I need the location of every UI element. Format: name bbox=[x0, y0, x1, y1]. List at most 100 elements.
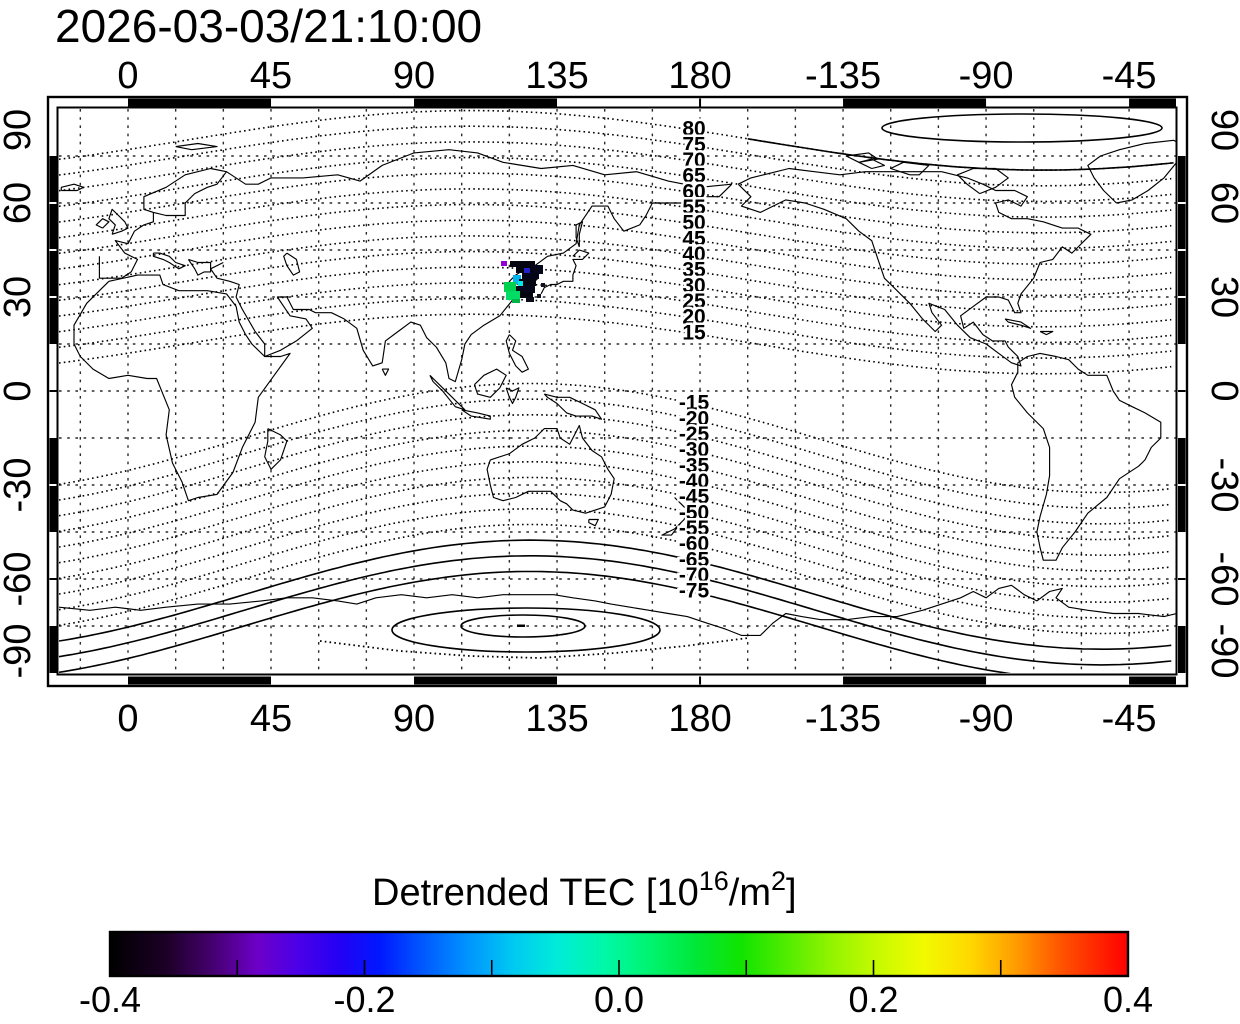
tec-cell bbox=[541, 283, 545, 287]
contour-n45 bbox=[59, 219, 1172, 281]
lon-tick-label-top: -90 bbox=[959, 55, 1014, 97]
colorbar-tick-label: -0.2 bbox=[333, 979, 395, 1020]
coastline bbox=[60, 183, 85, 192]
contour-label: -15 bbox=[679, 392, 710, 415]
contour-label: 50 bbox=[682, 212, 705, 235]
coastline bbox=[1004, 318, 1032, 329]
tec-cell bbox=[510, 261, 535, 267]
coastline bbox=[226, 149, 732, 188]
axis-tick-labels: 0045459090135135180180-135-135-90-90-45-… bbox=[0, 55, 1240, 740]
contour-label: 80 bbox=[682, 118, 705, 141]
lat-tick-label-left: -30 bbox=[0, 458, 39, 513]
tec-cell bbox=[522, 273, 539, 279]
colorbar-tick-label: 0.0 bbox=[594, 979, 644, 1020]
lat-tick-label-right: -90 bbox=[1203, 624, 1240, 679]
lon-tick-label-top: 135 bbox=[525, 55, 588, 97]
contour-label: -65 bbox=[679, 548, 710, 571]
coastline bbox=[264, 428, 288, 470]
contour-label: -55 bbox=[679, 517, 710, 540]
contour-s-55 bbox=[59, 508, 1172, 619]
coastline bbox=[858, 158, 885, 170]
lat-tick-label-right: 0 bbox=[1203, 380, 1240, 401]
coastline bbox=[588, 518, 599, 527]
colorbar-tick-label: 0.2 bbox=[848, 979, 898, 1020]
coastline bbox=[95, 218, 110, 229]
band-black-seg bbox=[1129, 676, 1176, 685]
coastline bbox=[575, 221, 584, 248]
coastline bbox=[59, 584, 1176, 636]
colorbar-tick-label: 0.4 bbox=[1103, 979, 1153, 1020]
tec-cell bbox=[537, 294, 541, 298]
contour-n40 bbox=[59, 235, 1172, 297]
contour-label: -35 bbox=[679, 454, 710, 477]
band-black-seg bbox=[843, 98, 987, 107]
lat-tick-label-left: 90 bbox=[0, 109, 39, 151]
band-tick bbox=[1178, 295, 1186, 298]
tec-cell bbox=[526, 297, 534, 302]
band-black-seg bbox=[414, 98, 558, 107]
contour-label: -40 bbox=[679, 470, 709, 493]
contour-label: 30 bbox=[682, 274, 705, 297]
coastline bbox=[187, 258, 212, 276]
contour-label: -70 bbox=[679, 564, 709, 587]
coastline bbox=[98, 212, 154, 279]
contour-n80 bbox=[59, 109, 1172, 171]
coastline bbox=[505, 387, 520, 405]
coastline bbox=[381, 368, 390, 376]
contour-label: 75 bbox=[682, 133, 706, 156]
tec-cell bbox=[506, 291, 520, 300]
contour-s-35 bbox=[59, 445, 1172, 556]
tec-cell bbox=[531, 265, 543, 274]
contour-n65 bbox=[59, 156, 1172, 218]
contour-label: -45 bbox=[679, 486, 710, 509]
tec-cell bbox=[515, 286, 535, 293]
colorbar-title: Detrended TEC [1016/m2] bbox=[372, 866, 797, 914]
contour-label: -25 bbox=[679, 423, 710, 446]
coastline bbox=[175, 142, 218, 151]
contour-n35 bbox=[59, 250, 1172, 312]
lon-tick-label-bottom: -90 bbox=[959, 698, 1014, 740]
map-inner-frame bbox=[56, 106, 1178, 676]
contour-label: -60 bbox=[679, 533, 709, 556]
timestamp-title: 2026-03-03/21:10:00 bbox=[55, 0, 482, 52]
coastline bbox=[473, 368, 507, 398]
coastline bbox=[461, 409, 491, 420]
lat-tick-label-left: 30 bbox=[0, 276, 39, 318]
lat-tick-label-right: 30 bbox=[1203, 276, 1240, 318]
band-black-seg bbox=[128, 676, 272, 685]
contour-s-60 bbox=[59, 523, 1172, 635]
contour-label: -30 bbox=[679, 439, 709, 462]
contour-n50 bbox=[59, 203, 1172, 265]
colorbar-tick-labels: -0.4 -0.2 0.0 0.2 0.4 bbox=[79, 979, 1153, 1020]
contour-s-20 bbox=[59, 398, 1172, 509]
lat-tick-label-left: 60 bbox=[0, 182, 39, 224]
map-outer-frame bbox=[46, 95, 1189, 688]
coastline bbox=[543, 393, 603, 420]
band-tick bbox=[49, 201, 57, 204]
lat-tick-label-right: 60 bbox=[1203, 182, 1240, 224]
band-black-seg bbox=[49, 625, 57, 673]
lat-tick-label-left: 0 bbox=[0, 380, 39, 401]
lat-lon-gridlines bbox=[59, 109, 1176, 673]
contour-n15 bbox=[59, 313, 1172, 375]
lon-tick-label-top: 0 bbox=[117, 55, 138, 97]
band-black-seg bbox=[1178, 625, 1186, 673]
coastline bbox=[845, 152, 879, 163]
lat-tick-label-right: -30 bbox=[1203, 458, 1240, 513]
contour-label: 55 bbox=[682, 196, 706, 219]
lon-tick-label-bottom: 0 bbox=[117, 698, 138, 740]
contour-n25 bbox=[59, 282, 1172, 344]
colorbar-tick-label: -0.4 bbox=[79, 979, 141, 1020]
contour-n60 bbox=[59, 172, 1172, 234]
contour-s80-oval bbox=[391, 607, 661, 653]
contour-label: 35 bbox=[682, 259, 706, 282]
band-top bbox=[49, 98, 1177, 107]
coastline bbox=[737, 167, 1092, 367]
contour-label: 20 bbox=[682, 306, 705, 329]
colorbar-border bbox=[108, 930, 1130, 978]
